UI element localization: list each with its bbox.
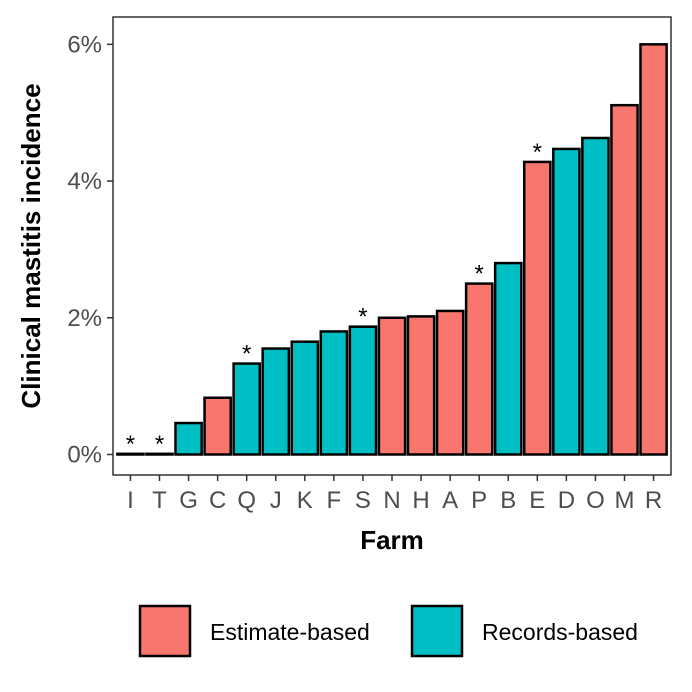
x-axis-title: Farm [360, 525, 424, 555]
bar-K [290, 340, 320, 456]
bar-B [493, 261, 523, 456]
bar-M [610, 103, 639, 456]
x-tick-label: O [586, 487, 605, 514]
x-tick-label: B [500, 487, 516, 514]
significance-star: * [126, 431, 135, 458]
x-tick-label: F [327, 487, 342, 514]
x-tick-label: K [297, 487, 313, 514]
y-axis-title: Clinical mastitis incidence [16, 83, 46, 408]
legend-key-records-based [410, 604, 464, 658]
x-tick-label: M [615, 487, 635, 514]
significance-star: * [533, 139, 542, 166]
bars [116, 43, 668, 456]
bar-D [552, 147, 581, 456]
significance-markers: * * * * * * [126, 139, 542, 458]
bar-E [522, 160, 552, 456]
legend: Estimate-based Records-based [138, 604, 638, 658]
x-tick-label: Q [237, 487, 256, 514]
x-tick-label: S [355, 487, 371, 514]
x-tick-label: T [152, 487, 167, 514]
bar-I [116, 452, 145, 456]
bar-C [203, 396, 232, 456]
y-tick-label: 2% [67, 305, 102, 332]
bar-O [581, 136, 610, 456]
x-tick-label: I [127, 487, 134, 514]
bar-H [406, 315, 436, 456]
bar-S [348, 325, 378, 456]
y-axis: 0% 2% 4% 6% [67, 31, 113, 468]
significance-star: * [475, 261, 484, 288]
y-tick-label: 6% [67, 31, 102, 58]
significance-star: * [242, 341, 251, 368]
legend-label: Records-based [482, 619, 638, 645]
x-tick-label: R [645, 487, 662, 514]
x-tick-label: J [270, 487, 282, 514]
x-tick-label: N [383, 487, 400, 514]
bar-J [261, 347, 291, 456]
x-tick-label: D [558, 487, 575, 514]
legend-key-estimate-based [138, 604, 192, 658]
y-tick-label: 0% [67, 441, 102, 468]
legend-label: Estimate-based [210, 619, 370, 645]
y-tick-label: 4% [67, 168, 102, 195]
significance-star: * [155, 431, 164, 458]
bar-G [174, 421, 203, 456]
bar-N [377, 316, 407, 456]
significance-star: * [358, 304, 367, 331]
x-tick-label: A [442, 487, 458, 514]
x-tick-label: G [179, 487, 198, 514]
bar-F [319, 330, 349, 456]
bar-P [464, 282, 494, 456]
x-tick-label: P [471, 487, 487, 514]
x-tick-label: E [529, 487, 545, 514]
bar-A [435, 309, 465, 456]
x-tick-label: H [412, 487, 429, 514]
x-tick-label: C [209, 487, 226, 514]
bar-T [145, 452, 174, 456]
bar-R [639, 43, 668, 456]
bar-Q [232, 362, 262, 456]
